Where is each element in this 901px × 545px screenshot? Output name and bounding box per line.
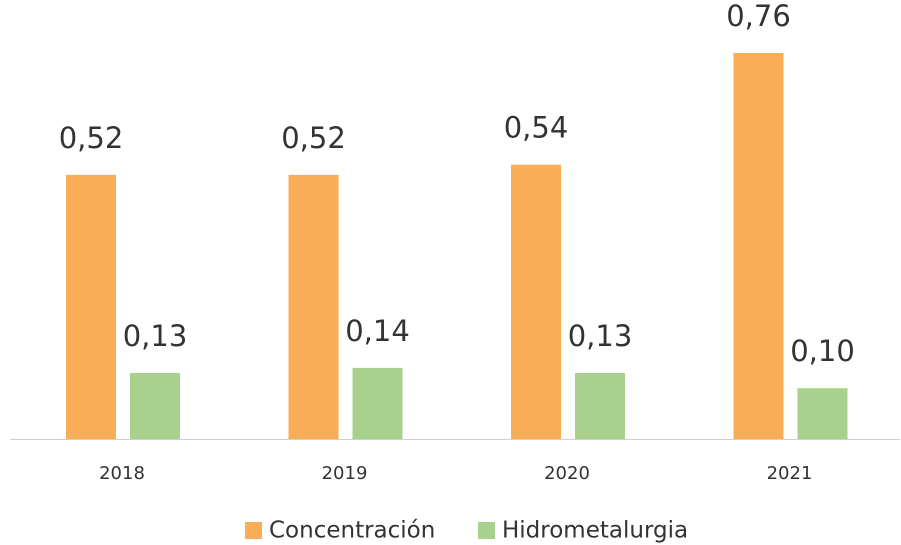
- value-label: 0,76: [726, 0, 791, 33]
- value-label: 0,13: [568, 319, 633, 353]
- bar: [511, 164, 561, 439]
- value-label: 0,14: [345, 314, 410, 348]
- bar: [797, 388, 848, 439]
- value-label: 0,52: [281, 121, 346, 155]
- value-label: 0,52: [59, 121, 124, 155]
- bar: [352, 367, 403, 439]
- bar: [575, 372, 625, 439]
- value-label: 0,13: [123, 319, 188, 353]
- value-label: 0,54: [504, 111, 569, 145]
- x-tick-label: 2018: [99, 463, 145, 484]
- x-tick-label: 2019: [322, 463, 368, 484]
- legend-label: Hidrometalurgia: [502, 518, 688, 544]
- x-tick-label: 2020: [544, 463, 590, 484]
- legend-swatch: [478, 522, 495, 539]
- value-label: 0,10: [790, 334, 855, 368]
- legend-label: Concentración: [269, 518, 435, 544]
- bar: [130, 372, 180, 439]
- x-tick-label: 2021: [767, 463, 813, 484]
- bar: [288, 174, 339, 440]
- legend-swatch: [245, 522, 262, 539]
- bar: [733, 53, 784, 439]
- bar: [66, 174, 116, 440]
